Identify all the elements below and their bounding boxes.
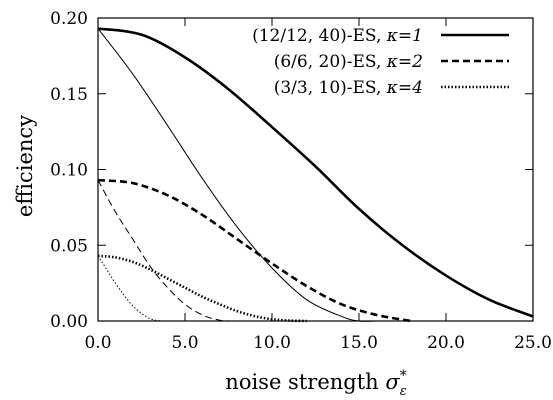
series-line-solid-thick [97, 27, 534, 318]
x-tick-label: 10.0 [253, 333, 291, 353]
legend-label-text: (6/6, 20)-ES, [274, 52, 387, 72]
legend-label: (12/12, 40)-ES, κ=1 [252, 26, 423, 46]
legend: (12/12, 40)-ES, κ=1 (6/6, 20)-ES, κ=2 (3/3… [252, 26, 509, 98]
series-line-solid-thin [97, 28, 377, 322]
series-line-dashed-thick [97, 178, 412, 323]
y-tick-label: 0.10 [50, 161, 88, 181]
curves-group [97, 27, 534, 323]
legend-label: (6/6, 20)-ES, κ=2 [274, 52, 423, 72]
x-axis-title-superscript: * [400, 368, 407, 384]
x-tick-label: 20.0 [427, 333, 465, 353]
x-axis-title-main: noise strength [225, 370, 385, 394]
x-tick-label: 0.0 [84, 333, 111, 353]
legend-label-text: (12/12, 40)-ES, [252, 26, 387, 46]
x-axis-title-subscript: ε [400, 384, 407, 399]
x-axis-title: noise strength σ* ε [225, 368, 406, 399]
legend-label-kappa: κ=1 [386, 26, 423, 46]
series-line-dashed-thin [97, 179, 238, 322]
x-tick-label: 5.0 [171, 333, 198, 353]
y-tick-label: 0.05 [50, 236, 88, 256]
legend-label-text: (3/3, 10)-ES, [274, 78, 387, 98]
y-tick-label: 0.20 [50, 9, 88, 29]
x-tick-label: 15.0 [340, 333, 378, 353]
x-axis-title-symbol: σ [385, 370, 400, 394]
y-tick-label: 0.15 [50, 85, 88, 105]
legend-label-kappa: κ=4 [386, 78, 423, 98]
legend-label: (3/3, 10)-ES, κ=4 [274, 78, 423, 98]
ticks-group [97, 17, 534, 322]
legend-label-kappa: κ=2 [386, 52, 423, 72]
x-tick-label: 25.0 [514, 333, 552, 353]
y-axis-title: efficiency [13, 115, 37, 217]
tick-labels-group: 0.0 5.0 10.0 15.0 20.0 25.0 0.00 0.05 0.10 0.15 0.… [50, 9, 552, 353]
y-tick-label: 0.00 [50, 312, 88, 332]
series-line-dotted-thin [97, 255, 168, 322]
